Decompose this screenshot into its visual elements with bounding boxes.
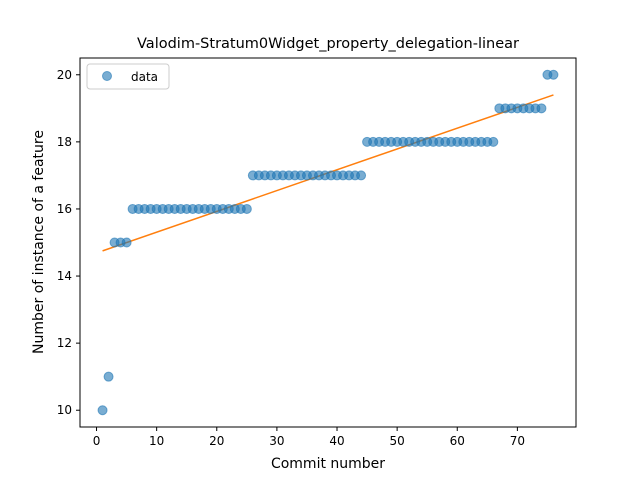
y-axis: 10 12 14 16 18 20: [57, 68, 80, 417]
x-tick-label: 70: [510, 434, 525, 448]
legend: data: [86, 63, 170, 90]
x-tick-label: 60: [450, 434, 465, 448]
data-point: [241, 203, 252, 214]
data-point: [97, 405, 108, 416]
data-points-layer: [97, 69, 559, 416]
x-tick-label: 50: [389, 434, 404, 448]
legend-box: [86, 63, 170, 90]
y-tick-label: 20: [57, 68, 72, 82]
x-axis-label: Commit number: [271, 456, 385, 472]
data-point: [536, 103, 547, 114]
data-point: [356, 170, 367, 181]
y-tick-label: 18: [57, 135, 72, 149]
data-point: [488, 136, 499, 147]
x-tick-label: 0: [93, 434, 101, 448]
x-axis: 0 10 20 30 40 50 60 70: [93, 427, 525, 448]
y-tick-label: 10: [57, 403, 72, 417]
y-tick-label: 16: [57, 202, 72, 216]
legend-marker-data: [102, 71, 112, 81]
x-tick-label: 10: [149, 434, 164, 448]
y-tick-label: 12: [57, 336, 72, 350]
plot-frame: [79, 57, 577, 428]
x-tick-label: 20: [209, 434, 224, 448]
y-tick-label: 14: [57, 269, 72, 283]
legend-label-data: data: [131, 70, 158, 84]
chart-title: Valodim-Stratum0Widget_property_delegati…: [137, 36, 519, 52]
plot-area: [79, 57, 577, 428]
data-point: [103, 371, 114, 382]
data-point: [121, 237, 132, 248]
y-axis-label: Number of instance of a feature: [31, 130, 47, 354]
data-point: [548, 69, 559, 80]
x-tick-label: 40: [329, 434, 344, 448]
x-tick-label: 30: [269, 434, 284, 448]
